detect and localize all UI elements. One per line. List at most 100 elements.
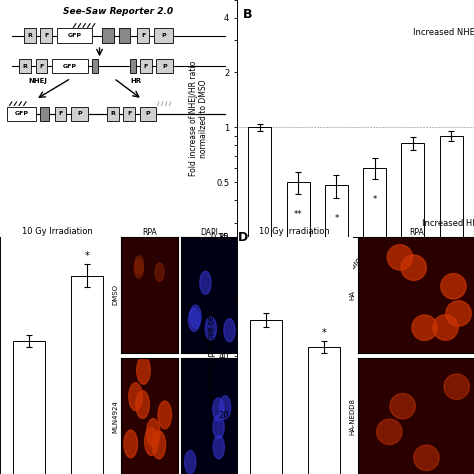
Title: RPA: RPA [409,228,424,237]
Circle shape [120,384,134,412]
Text: HR: HR [130,78,141,84]
FancyBboxPatch shape [92,59,99,73]
Circle shape [414,371,439,397]
Bar [248,128,272,474]
FancyBboxPatch shape [36,59,47,73]
Circle shape [431,407,456,433]
Text: P: P [146,111,150,116]
FancyBboxPatch shape [19,59,31,73]
Circle shape [210,386,221,410]
Circle shape [386,268,412,293]
Text: GFP: GFP [63,64,77,69]
Circle shape [204,378,216,401]
Circle shape [151,313,160,332]
Text: F: F [58,111,63,116]
Text: NHEJ: NHEJ [28,78,47,84]
Circle shape [219,303,230,326]
Bar [308,346,339,474]
FancyBboxPatch shape [52,59,88,73]
FancyBboxPatch shape [55,107,66,121]
Circle shape [134,423,148,450]
Text: *: * [334,214,338,223]
FancyBboxPatch shape [57,28,92,43]
Bar [250,320,282,474]
Circle shape [430,321,456,346]
Circle shape [374,403,400,428]
Title: 10 Gy Irradiation: 10 Gy Irradiation [259,227,330,236]
FancyBboxPatch shape [156,59,173,73]
Circle shape [217,300,228,323]
Y-axis label: HA-NEDD8: HA-NEDD8 [350,398,356,435]
Text: **: ** [294,210,302,219]
Y-axis label: HA: HA [350,290,356,300]
Y-axis label: Fold increase of NHEJ/HR ratio
normailzed to DMSO: Fold increase of NHEJ/HR ratio normailze… [189,61,208,176]
Circle shape [131,269,140,288]
Circle shape [219,392,230,415]
FancyBboxPatch shape [130,59,137,73]
FancyBboxPatch shape [7,107,36,121]
Text: B: B [243,9,252,21]
Bar [13,341,45,474]
Circle shape [182,362,194,385]
Text: P: P [161,33,166,38]
FancyBboxPatch shape [140,107,156,121]
Circle shape [144,448,157,474]
Circle shape [125,421,138,448]
FancyBboxPatch shape [118,28,130,43]
Text: R: R [27,33,32,38]
FancyBboxPatch shape [24,28,36,43]
Circle shape [133,427,146,455]
Circle shape [160,290,169,308]
Text: Increased HR: Increased HR [422,219,474,228]
FancyBboxPatch shape [71,107,88,121]
Text: F: F [141,33,146,38]
FancyBboxPatch shape [137,28,149,43]
Text: R: R [22,64,27,69]
Circle shape [224,268,235,292]
Title: 10 Gy Irradiation: 10 Gy Irradiation [22,227,93,236]
Text: GFP: GFP [14,111,28,116]
Circle shape [133,364,146,392]
Bar [401,143,424,474]
Text: F: F [39,64,44,69]
Y-axis label: % RPA foci-positive cell: % RPA foci-positive cell [207,311,216,400]
Circle shape [445,243,470,269]
Text: GFP: GFP [68,33,82,38]
Circle shape [214,441,225,464]
Circle shape [361,252,387,278]
Bar [71,275,102,474]
Text: P: P [77,111,82,116]
Circle shape [414,433,439,458]
Title: RPA: RPA [142,228,157,237]
FancyBboxPatch shape [107,107,118,121]
Text: *: * [84,251,89,261]
FancyBboxPatch shape [40,107,48,121]
Text: F: F [44,33,48,38]
FancyBboxPatch shape [40,28,52,43]
Circle shape [154,364,167,392]
FancyBboxPatch shape [154,28,173,43]
Circle shape [137,415,151,443]
Y-axis label: DMSO: DMSO [113,284,118,305]
Bar [287,182,310,474]
FancyBboxPatch shape [123,107,135,121]
Text: D: D [238,231,248,244]
Text: F: F [144,64,148,69]
Text: See-Saw Reporter 2.0: See-Saw Reporter 2.0 [64,7,173,16]
Bar [325,185,348,474]
Text: R: R [110,111,115,116]
Text: *: * [321,328,326,338]
Circle shape [196,298,208,321]
Text: P: P [163,64,167,69]
Bar [439,136,463,474]
Circle shape [422,254,447,279]
Text: *: * [373,195,377,204]
FancyBboxPatch shape [102,28,114,43]
Title: DAPI: DAPI [200,228,218,237]
Circle shape [213,303,224,327]
Circle shape [367,292,392,317]
Y-axis label: MLN4924: MLN4924 [113,400,118,433]
FancyBboxPatch shape [140,59,152,73]
Text: Increased NHEJ: Increased NHEJ [413,28,474,37]
Text: F: F [127,111,131,116]
